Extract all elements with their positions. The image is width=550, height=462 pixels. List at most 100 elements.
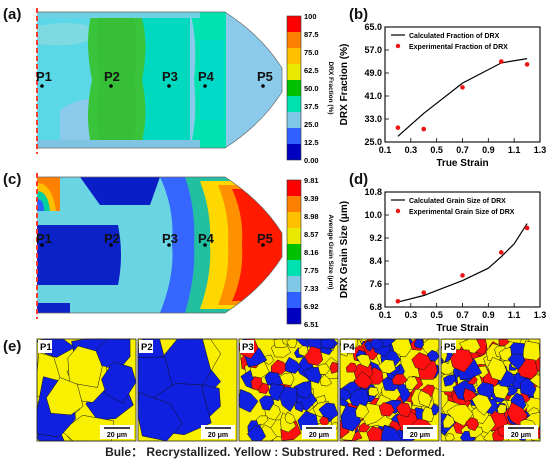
grain [353,371,374,390]
colorbar-swatch [287,16,301,32]
chart-drx-fraction: 0.1 0.3 0.5 0.7 0.9 1.1 1.3 25.0 33.0 41.0 49.0 57.… [339,22,547,169]
panel-label-c: (c) [3,171,22,188]
y-tick-label: 9.2 [369,233,382,243]
point-label-p5-c: P5 [257,231,273,246]
panel-label-a: (a) [3,6,22,23]
scale-bar-label: 20 μm [107,432,127,439]
y-tick-label: 33.0 [364,114,382,124]
point-label-p3-a: P3 [162,69,178,84]
y-tick-label: 7.6 [369,279,382,289]
colorbar-swatch [287,308,301,324]
micrograph-label-bg [38,340,52,353]
y-tick-label: 10.0 [364,210,382,220]
micrograph-label-bg [442,340,456,353]
colorbar-tick-label: 87.5 [304,30,319,39]
grain [471,394,493,416]
grain [395,402,412,418]
grain [284,411,296,424]
grain [317,363,331,375]
y-tick-label: 57.0 [364,45,382,55]
grain [450,349,474,373]
micrograph-frame [36,338,137,442]
grain [346,362,358,373]
points-a [40,84,265,88]
x-tick-label: 0.3 [405,145,418,155]
micrograph-point-label: P5 [444,342,456,353]
colorbar-tick-label: 6.51 [304,320,319,329]
x-tick-label: 0.5 [430,310,443,320]
colorbar-tick-label: 6.92 [304,302,319,311]
micrograph-p3: P3 20 μm [238,338,339,442]
grain [294,402,304,413]
points-c [40,243,265,247]
grain [355,403,370,419]
panel-label-e: (e) [3,338,22,355]
grain [417,390,432,408]
colorbar-title: Average Grain Size (μm) [327,215,334,290]
x-tick-label: 0.3 [405,310,418,320]
series-line-calculated [397,58,528,137]
colorbar-swatch [287,144,301,160]
series-point-experimental [524,62,530,67]
colorbar-tick-label: 37.5 [304,102,319,111]
grain [368,386,379,397]
chart-drx-grain-size: 0.1 0.3 0.5 0.7 0.9 1.1 1.3 6.8 7.6 8.4 9.2 10.0 10.… [339,187,547,334]
micrograph-label-bg [341,340,355,353]
point-label-p2-c: P2 [104,231,120,246]
x-axis-label: True Strain [436,158,488,169]
figure-caption: Bule： Recrystallized. Yellow : Substrure… [105,445,445,459]
y-tick-label: 6.8 [369,302,382,312]
x-tick-label: 1.1 [508,145,521,155]
colorbar-swatch [287,48,301,64]
grain [101,361,137,404]
grain [318,402,339,420]
colorbar-swatch [287,212,301,228]
micrograph-point-label: P2 [141,342,153,353]
grain [411,352,432,371]
series-point-experimental [460,85,465,90]
x-tick-label: 1.3 [534,145,547,155]
legend-entry-calculated: Calculated Grain Size of DRX [409,198,506,205]
x-tick-label: 1.3 [534,310,547,320]
series-point-experimental [460,273,465,278]
micrograph-frame [238,338,339,442]
point-label-p1-a: P1 [36,69,52,84]
scale-bar-label: 20 μm [410,432,430,439]
micrograph-label-bg [139,340,153,353]
colorbar-grain-size: 9.81 9.39 8.98 8.57 8.16 7.75 7.33 6.92 6.51 Aver… [286,176,334,329]
fem-map-drx-fraction [36,8,283,154]
grain [46,377,84,416]
colorbar-swatch [287,96,301,112]
x-tick-label: 0.5 [430,145,443,155]
point-label-p2-a: P2 [104,69,120,84]
panel-label-b: (b) [349,6,369,23]
series-point-experimental [421,126,427,132]
micrograph-p4: P4 20 μm [339,338,440,442]
colorbar-tick-label: 0.00 [304,156,319,165]
colorbar-swatch [287,180,301,196]
grain [443,374,456,387]
colorbar-frame [286,15,302,161]
micrograph-p1: P1 20 μm [36,338,137,442]
panel-label-d: (d) [349,171,369,188]
x-tick-label: 0.7 [456,145,469,155]
series-point-experimental [395,125,401,130]
colorbar-drx-fraction: 100 87.5 75.0 62.5 50.0 37.5 25.0 12.5 0.00 DRX F… [286,12,334,165]
y-tick-label: 49.0 [364,68,382,78]
scale-bar-label: 20 μm [208,432,228,439]
x-tick-label: 0.1 [379,310,392,320]
y-tick-label: 25.0 [364,137,382,147]
colorbar-tick-label: 9.39 [304,194,319,203]
y-tick-label: 41.0 [364,91,382,101]
grain [285,356,302,374]
grain [426,349,440,362]
x-axis-label: True Strain [436,323,488,334]
point-label-p5-a: P5 [257,69,273,84]
colorbar-title: DRX Fraction (%) [327,61,334,114]
colorbar-swatch [287,228,301,244]
micrograph-point-label: P3 [242,342,254,353]
legend-dot-swatch [395,208,401,214]
y-tick-label: 65.0 [364,22,382,32]
legend-entry-experimental: Experimental Fraction of DRX [409,44,508,51]
legend-entry-calculated: Calculated Fraction of DRX [409,33,500,40]
